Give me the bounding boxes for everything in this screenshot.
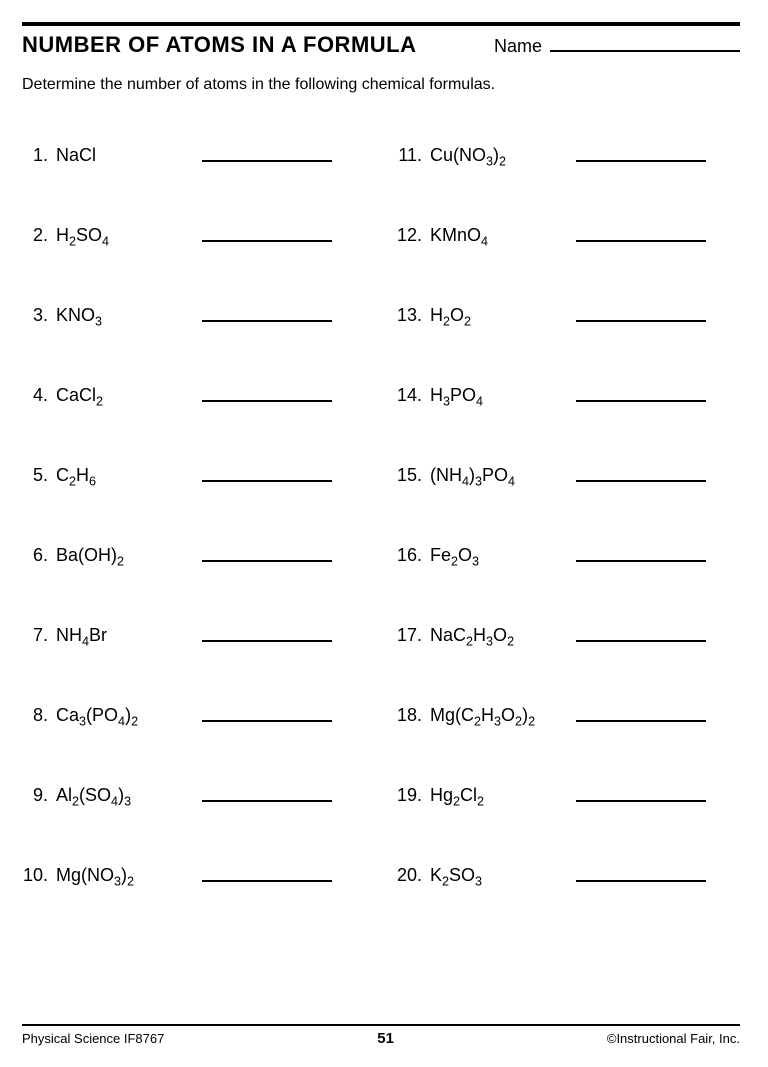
problem-row: 8.Ca3(PO4)2 [22, 684, 366, 764]
problem-row: 4.CaCl2 [22, 364, 366, 444]
answer-blank[interactable] [576, 480, 706, 482]
chemical-formula: Cu(NO3)2 [430, 145, 570, 166]
answer-blank[interactable] [202, 160, 332, 162]
chemical-formula: KMnO4 [430, 225, 570, 246]
problem-row: 9.Al2(SO4)3 [22, 764, 366, 844]
answer-blank[interactable] [202, 800, 332, 802]
chemical-formula: NH4Br [56, 625, 196, 646]
answer-blank[interactable] [576, 720, 706, 722]
chemical-formula: H2SO4 [56, 225, 196, 246]
problem-row: 15.(NH4)3PO4 [396, 444, 740, 524]
worksheet-title: NUMBER OF ATOMS IN A FORMULA [22, 32, 417, 58]
chemical-formula: Fe2O3 [430, 545, 570, 566]
answer-blank[interactable] [576, 160, 706, 162]
problem-row: 14.H3PO4 [396, 364, 740, 444]
answer-blank[interactable] [202, 240, 332, 242]
chemical-formula: Al2(SO4)3 [56, 785, 196, 806]
name-field: Name [494, 34, 740, 57]
chemical-formula: KNO3 [56, 305, 196, 326]
chemical-formula: CaCl2 [56, 385, 196, 406]
answer-blank[interactable] [576, 400, 706, 402]
problem-row: 13.H2O2 [396, 284, 740, 364]
answer-blank[interactable] [576, 240, 706, 242]
right-column: 11.Cu(NO3)212.KMnO413.H2O214.H3PO415.(NH… [396, 124, 740, 924]
chemical-formula: Mg(NO3)2 [56, 865, 196, 886]
problem-number: 10. [22, 865, 56, 886]
problem-row: 16.Fe2O3 [396, 524, 740, 604]
problem-row: 20.K2SO3 [396, 844, 740, 924]
problem-number: 13. [396, 305, 430, 326]
chemical-formula: H2O2 [430, 305, 570, 326]
chemical-formula: NaC2H3O2 [430, 625, 570, 646]
problem-number: 8. [22, 705, 56, 726]
name-label: Name [494, 36, 542, 57]
problem-row: 10.Mg(NO3)2 [22, 844, 366, 924]
chemical-formula: (NH4)3PO4 [430, 465, 570, 486]
problem-row: 2.H2SO4 [22, 204, 366, 284]
chemical-formula: Ba(OH)2 [56, 545, 196, 566]
answer-blank[interactable] [202, 480, 332, 482]
problems-grid: 1.NaCl2.H2SO43.KNO34.CaCl25.C2H66.Ba(OH)… [22, 124, 740, 924]
problem-number: 12. [396, 225, 430, 246]
problem-number: 15. [396, 465, 430, 486]
footer-right: ©Instructional Fair, Inc. [607, 1031, 740, 1046]
problem-row: 19.Hg2Cl2 [396, 764, 740, 844]
problem-row: 6.Ba(OH)2 [22, 524, 366, 604]
problem-number: 9. [22, 785, 56, 806]
problem-number: 3. [22, 305, 56, 326]
answer-blank[interactable] [576, 800, 706, 802]
chemical-formula: K2SO3 [430, 865, 570, 886]
name-blank-line[interactable] [550, 34, 740, 52]
problem-row: 1.NaCl [22, 124, 366, 204]
problem-number: 7. [22, 625, 56, 646]
problem-row: 12.KMnO4 [396, 204, 740, 284]
left-column: 1.NaCl2.H2SO43.KNO34.CaCl25.C2H66.Ba(OH)… [22, 124, 366, 924]
header-row: NUMBER OF ATOMS IN A FORMULA Name [22, 32, 740, 58]
answer-blank[interactable] [202, 400, 332, 402]
problem-row: 17.NaC2H3O2 [396, 604, 740, 684]
problem-number: 17. [396, 625, 430, 646]
answer-blank[interactable] [202, 560, 332, 562]
problem-number: 16. [396, 545, 430, 566]
problem-number: 20. [396, 865, 430, 886]
problem-row: 18.Mg(C2H3O2)2 [396, 684, 740, 764]
footer-left: Physical Science IF8767 [22, 1031, 164, 1046]
top-rule [22, 22, 740, 26]
answer-blank[interactable] [576, 880, 706, 882]
answer-blank[interactable] [576, 640, 706, 642]
chemical-formula: Hg2Cl2 [430, 785, 570, 806]
problem-number: 1. [22, 145, 56, 166]
answer-blank[interactable] [202, 320, 332, 322]
answer-blank[interactable] [576, 560, 706, 562]
problem-row: 7.NH4Br [22, 604, 366, 684]
problem-row: 3.KNO3 [22, 284, 366, 364]
problem-number: 18. [396, 705, 430, 726]
problem-number: 6. [22, 545, 56, 566]
answer-blank[interactable] [202, 720, 332, 722]
problem-number: 14. [396, 385, 430, 406]
problem-number: 11. [396, 145, 430, 166]
answer-blank[interactable] [576, 320, 706, 322]
chemical-formula: C2H6 [56, 465, 196, 486]
instructions-text: Determine the number of atoms in the fol… [22, 76, 740, 94]
chemical-formula: NaCl [56, 145, 196, 166]
problem-number: 2. [22, 225, 56, 246]
answer-blank[interactable] [202, 880, 332, 882]
page-number: 51 [377, 1030, 394, 1047]
problem-number: 4. [22, 385, 56, 406]
problem-number: 5. [22, 465, 56, 486]
problem-number: 19. [396, 785, 430, 806]
problem-row: 11.Cu(NO3)2 [396, 124, 740, 204]
chemical-formula: Ca3(PO4)2 [56, 705, 196, 726]
answer-blank[interactable] [202, 640, 332, 642]
footer: Physical Science IF8767 51 ©Instructiona… [22, 1024, 740, 1047]
problem-row: 5.C2H6 [22, 444, 366, 524]
chemical-formula: Mg(C2H3O2)2 [430, 705, 570, 726]
chemical-formula: H3PO4 [430, 385, 570, 406]
